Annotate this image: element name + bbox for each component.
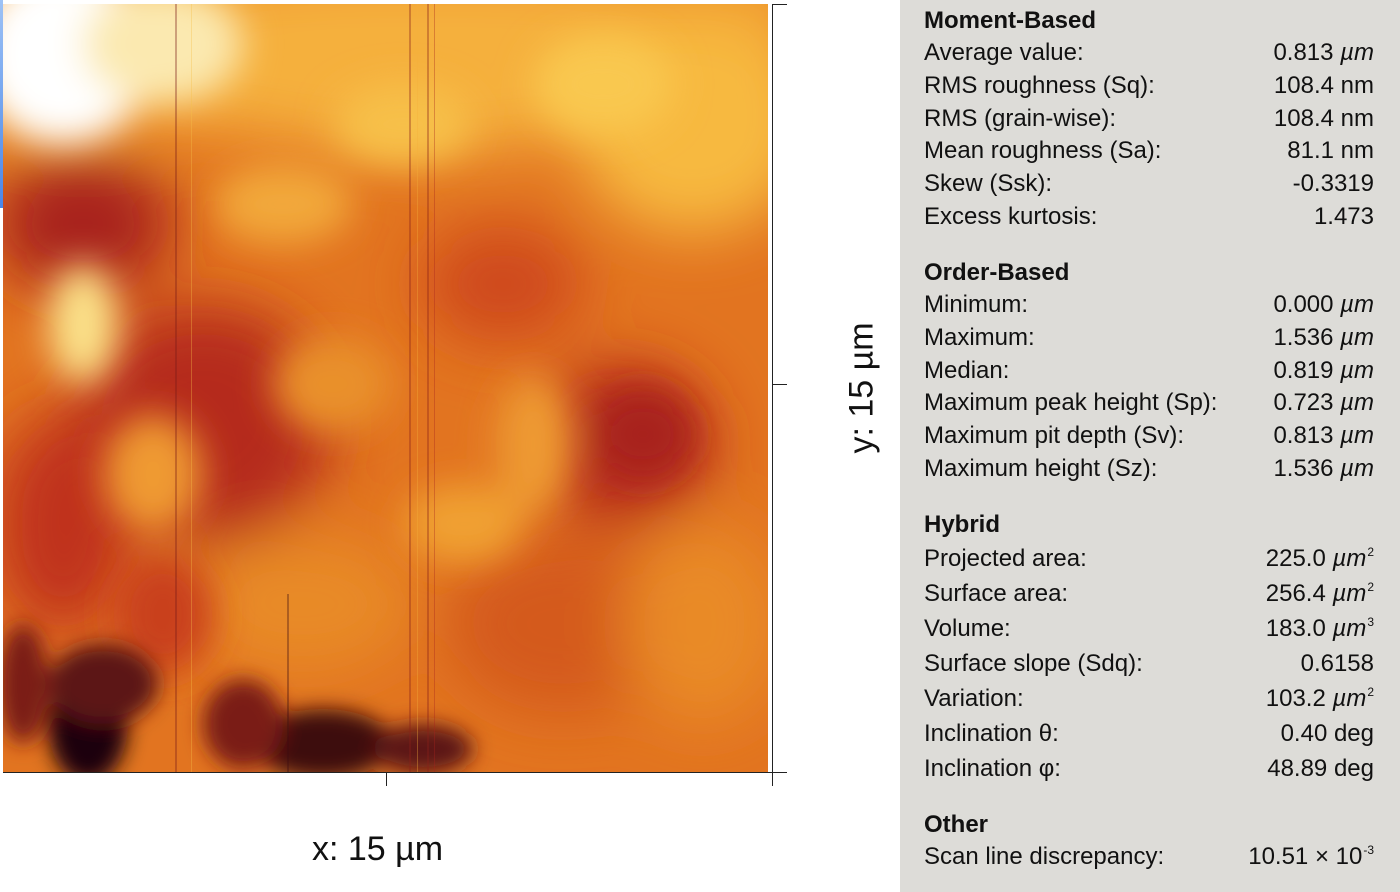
- stat-value: 1.473: [1313, 202, 1374, 230]
- y-axis-line: [772, 4, 773, 773]
- stat-value: 81.1 nm: [1287, 137, 1374, 165]
- stat-value: 0.813 µm: [1273, 422, 1374, 450]
- stat-label: Median:: [924, 356, 1010, 384]
- stat-label: Maximum pit depth (Sv):: [924, 422, 1185, 450]
- stat-label: Maximum peak height (Sp):: [924, 389, 1218, 417]
- stat-row-max-peak-height: Maximum peak height (Sp): 0.723 µm: [924, 387, 1374, 420]
- stat-value: 108.4 nm: [1273, 71, 1374, 99]
- stat-row-max-height: Maximum height (Sz): 1.536 µm: [924, 453, 1374, 486]
- stat-row-inclination-phi: Inclination φ: 48.89 deg: [924, 751, 1374, 786]
- stat-label: Excess kurtosis:: [924, 202, 1098, 230]
- section-title: Other: [924, 811, 989, 838]
- y-axis-tick: [773, 772, 787, 773]
- stat-value: 103.2 µm2: [1265, 685, 1374, 712]
- y-axis-tick: [773, 4, 787, 5]
- height-map-svg: [3, 4, 768, 772]
- stat-label: Inclination φ:: [924, 755, 1061, 782]
- stat-value: 183.0 µm3: [1265, 615, 1374, 642]
- section-title: Hybrid: [924, 511, 1001, 538]
- stat-value: 0.6158: [1300, 650, 1374, 677]
- stat-row-variation: Variation: 103.2 µm2: [924, 681, 1374, 716]
- window-edge-strip: [0, 0, 3, 208]
- moment-based-section: Moment-Based Average value: 0.813 µm RMS…: [924, 5, 1374, 234]
- stat-row-surface-slope: Surface slope (Sdq): 0.6158: [924, 646, 1374, 681]
- stat-value: 108.4 nm: [1273, 104, 1374, 132]
- stat-label: Minimum:: [924, 291, 1029, 318]
- stat-value: 256.4 µm2: [1265, 580, 1374, 607]
- stat-label: Volume:: [924, 615, 1011, 642]
- section-title: Moment-Based: [924, 7, 1097, 34]
- section-title: Order-Based: [924, 259, 1070, 286]
- stat-value: 0.813 µm: [1273, 39, 1374, 66]
- stat-value: 0.723 µm: [1273, 389, 1374, 417]
- stat-row-max-pit-depth: Maximum pit depth (Sv): 0.813 µm: [924, 420, 1374, 453]
- statistics-panel: Moment-Based Average value: 0.813 µm RMS…: [900, 0, 1400, 892]
- stat-value: 0.819 µm: [1273, 356, 1374, 384]
- stat-value: 48.89 deg: [1267, 755, 1374, 782]
- stat-label: Inclination θ:: [924, 720, 1059, 747]
- x-axis-line: [3, 772, 773, 773]
- stat-label: RMS (grain-wise):: [924, 104, 1117, 132]
- stat-label: Variation:: [924, 685, 1024, 712]
- stat-value: 0.40 deg: [1280, 720, 1374, 747]
- stat-row-volume: Volume: 183.0 µm3: [924, 611, 1374, 646]
- hybrid-section: Hybrid Projected area: 225.0 µm2 Surface…: [924, 509, 1374, 786]
- stat-row-minimum: Minimum: 0.000 µm: [924, 289, 1374, 322]
- stat-label: Projected area:: [924, 545, 1087, 572]
- other-section: Other Scan line discrepancy: 10.51 × 10-…: [924, 809, 1374, 874]
- stat-label: Maximum height (Sz):: [924, 454, 1158, 482]
- x-axis-tick: [772, 773, 773, 786]
- stat-row-excess-kurtosis: Excess kurtosis: 1.473: [924, 201, 1374, 234]
- stat-row-average-value: Average value: 0.813 µm: [924, 37, 1374, 70]
- y-axis-label: y: 15 µm: [842, 322, 881, 454]
- stat-row-median: Median: 0.819 µm: [924, 355, 1374, 388]
- stat-value: 10.51 × 10-3: [1248, 843, 1374, 870]
- stat-label: RMS roughness (Sq):: [924, 71, 1155, 99]
- order-based-section: Order-Based Minimum: 0.000 µm Maximum: 1…: [924, 257, 1374, 486]
- stat-label: Maximum:: [924, 323, 1035, 351]
- stat-value: 1.536 µm: [1273, 323, 1374, 351]
- stat-row-projected-area: Projected area: 225.0 µm2: [924, 541, 1374, 576]
- stat-label: Surface area:: [924, 580, 1069, 607]
- stat-row-inclination-theta: Inclination θ: 0.40 deg: [924, 716, 1374, 751]
- stat-label: Mean roughness (Sa):: [924, 137, 1162, 165]
- stat-row-rms-grain-wise: RMS (grain-wise): 108.4 nm: [924, 103, 1374, 136]
- height-map-image[interactable]: [3, 4, 768, 772]
- stat-value: 225.0 µm2: [1265, 545, 1374, 572]
- stat-value: 1.536 µm: [1273, 454, 1374, 482]
- stat-value: 0.000 µm: [1273, 291, 1374, 318]
- stat-label: Surface slope (Sdq):: [924, 650, 1143, 677]
- stat-label: Average value:: [924, 39, 1084, 66]
- x-axis-tick: [386, 773, 387, 786]
- y-axis-tick: [773, 384, 787, 385]
- stat-label: Scan line discrepancy:: [924, 843, 1165, 870]
- stat-row-mean-roughness: Mean roughness (Sa): 81.1 nm: [924, 135, 1374, 168]
- stat-row-skew: Skew (Ssk): -0.3319: [924, 168, 1374, 201]
- stat-row-maximum: Maximum: 1.536 µm: [924, 322, 1374, 355]
- stat-value: -0.3319: [1292, 170, 1374, 198]
- stat-label: Skew (Ssk):: [924, 170, 1053, 198]
- stat-row-rms-roughness: RMS roughness (Sq): 108.4 nm: [924, 70, 1374, 103]
- x-axis-label: x: 15 µm: [312, 830, 444, 868]
- stat-row-surface-area: Surface area: 256.4 µm2: [924, 576, 1374, 611]
- stat-row-scan-line-discrepancy: Scan line discrepancy: 10.51 × 10-3: [924, 841, 1374, 874]
